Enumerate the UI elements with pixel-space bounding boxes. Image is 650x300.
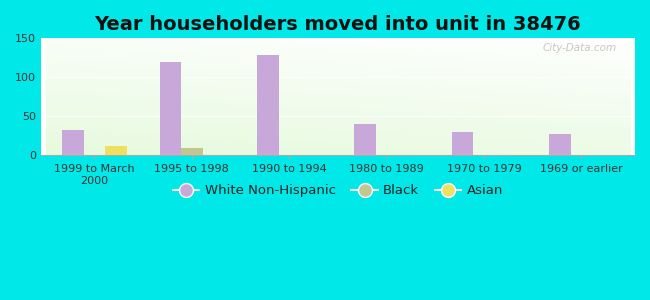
Bar [452,132,473,155]
Bar [354,124,376,155]
Bar [549,134,571,155]
Title: Year householders moved into unit in 38476: Year householders moved into unit in 384… [94,15,581,34]
Bar [257,55,278,155]
Bar [160,62,181,155]
Bar [105,146,127,155]
Bar [62,130,84,155]
Bar [181,148,203,155]
Text: City-Data.com: City-Data.com [543,43,618,53]
Legend: White Non-Hispanic, Black, Asian: White Non-Hispanic, Black, Asian [168,179,508,202]
